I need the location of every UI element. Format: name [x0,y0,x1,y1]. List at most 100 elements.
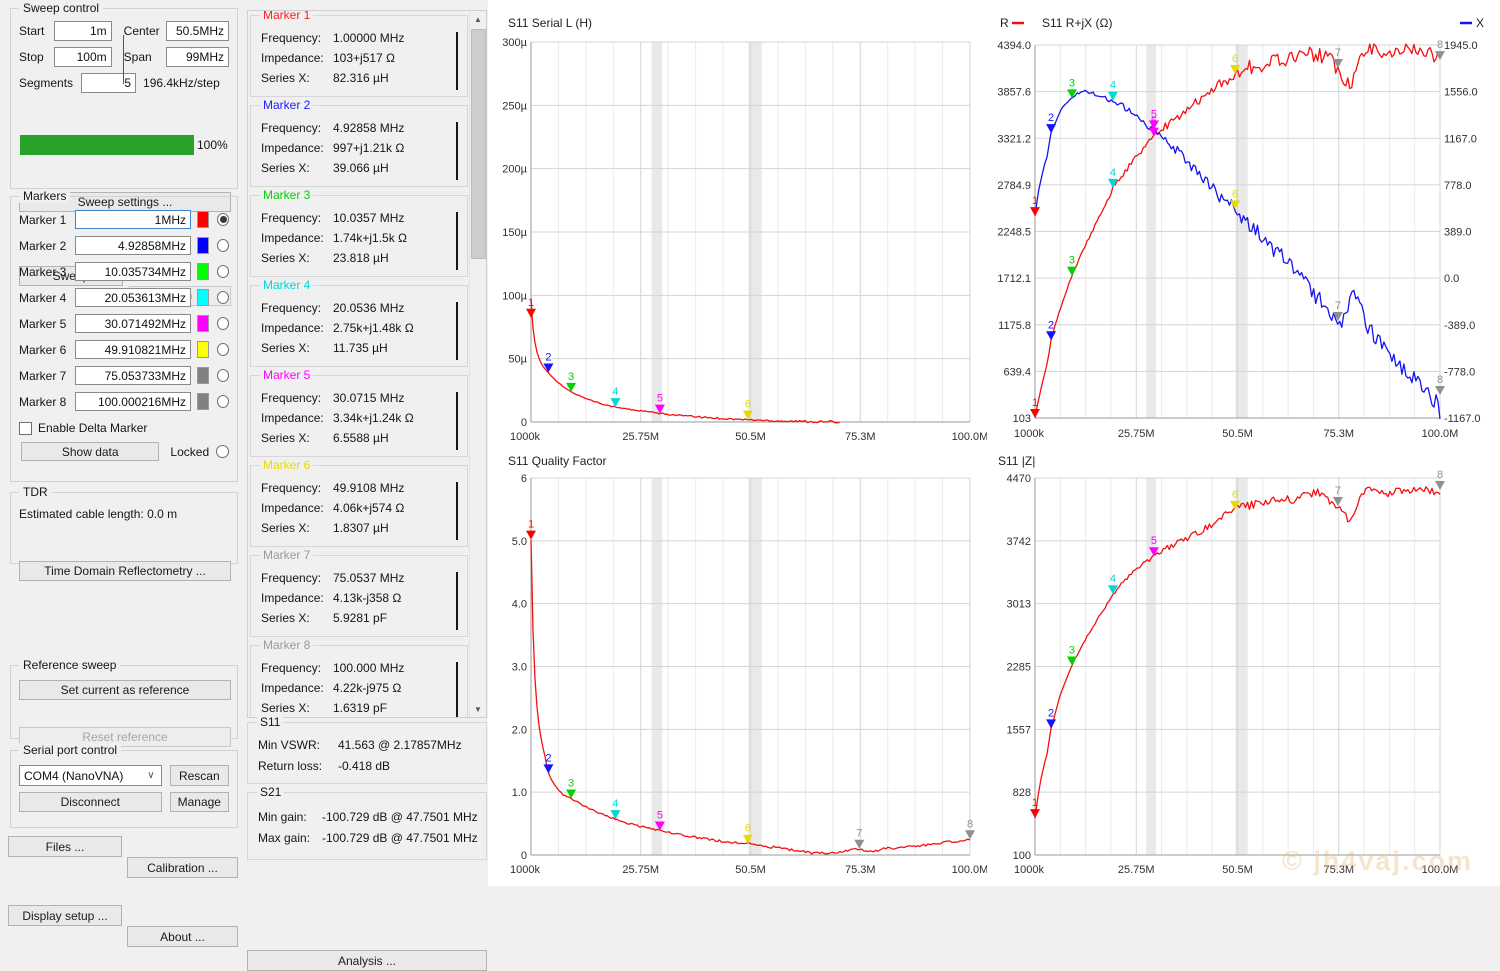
start-input[interactable] [53,21,112,41]
svg-text:3742: 3742 [1007,536,1031,548]
svg-text:6: 6 [1232,53,1238,65]
svg-text:1000k: 1000k [1014,864,1044,876]
center-input[interactable] [166,21,229,41]
marker-7-frequency-input[interactable] [75,366,191,385]
analysis-button[interactable]: Analysis ... [247,950,487,971]
svg-text:1712.1: 1712.1 [997,273,1031,285]
marker-6-series-x-value: 1.8307 µH [333,521,389,535]
marker-5-info-title: Marker 5 [260,368,314,382]
svg-text:1: 1 [1032,397,1038,409]
display-setup-button[interactable]: Display setup ... [8,905,122,926]
span-label: Span [123,50,152,64]
marker-2-info-title: Marker 2 [260,98,314,112]
svg-text:75.3M: 75.3M [1323,428,1354,440]
marker-2-select-radio[interactable] [217,239,229,252]
svg-text:100.0M: 100.0M [1422,864,1459,876]
marker-7-indicator-line [456,572,458,630]
svg-text:1167.0: 1167.0 [1444,133,1477,145]
marker-1-select-radio[interactable] [217,213,229,226]
stop-input[interactable] [53,47,112,67]
svg-text:1000k: 1000k [510,431,540,443]
svg-text:5: 5 [657,393,663,405]
marker-7-series-x-value: 5.9281 pF [333,611,388,625]
scroll-up-icon[interactable]: ▲ [470,11,486,27]
marker-6-info-box: Marker 6 Frequency: 49.9108 MHz Impedance… [250,458,468,547]
serial-port-select[interactable]: COM4 (NanoVNA) ∨ [19,765,162,786]
manage-button[interactable]: Manage [169,792,229,812]
marker-4-frequency-input[interactable] [75,288,191,307]
svg-text:2: 2 [1048,112,1054,124]
min-gain-label: Min gain: [258,810,307,824]
reference-sweep-group: Reference sweep Set current as reference… [10,658,238,747]
locked-radio[interactable] [216,445,229,458]
marker-3-frequency-input[interactable] [75,262,191,281]
marker-3-select-radio[interactable] [217,265,229,278]
marker-6-select-radio[interactable] [217,343,229,356]
svg-text:2: 2 [1048,707,1054,719]
max-gain-label: Max gain: [258,831,311,845]
tdr-title: TDR [19,485,52,499]
svg-text:1556.0: 1556.0 [1444,87,1478,99]
svg-text:2: 2 [545,752,551,764]
segments-input[interactable] [81,73,137,93]
about-button[interactable]: About ... [127,926,238,947]
marker-5-frequency-input[interactable] [75,314,191,333]
s11-info-title: S11 [257,715,284,729]
marker-2-frequency-input[interactable] [75,236,191,255]
svg-text:8: 8 [1437,374,1443,386]
svg-text:0.0: 0.0 [1444,273,1459,285]
marker-8-frequency-input[interactable] [75,392,191,411]
min-vswr-value: 41.563 @ 2.17857MHz [338,738,462,752]
svg-text:100.0M: 100.0M [952,431,987,443]
s21-info-title: S21 [257,785,285,799]
frequency-label: Frequency: [261,31,322,45]
files-button[interactable]: Files ... [8,836,122,857]
scrollbar-thumb[interactable] [471,29,486,259]
series-x-label: Series X: [261,701,310,715]
marker-8-color-swatch [197,393,209,410]
disconnect-button[interactable]: Disconnect [19,792,162,812]
calibration-button[interactable]: Calibration ... [127,857,238,878]
svg-text:4: 4 [1110,167,1116,179]
show-data-button[interactable]: Show data [21,442,160,461]
chart-s11-magnitude-z[interactable]: 4470 3742 3013 2285 1557 828 100 1000k 25.75M 50.… [990,450,1500,893]
scroll-down-icon[interactable]: ▼ [470,701,486,717]
svg-text:1000k: 1000k [1014,428,1044,440]
svg-text:1: 1 [1032,797,1038,809]
start-label: Start [19,24,45,38]
enable-delta-marker-checkbox[interactable] [19,421,32,435]
reset-reference-button[interactable]: Reset reference [19,727,231,747]
marker-4-select-radio[interactable] [217,291,229,304]
time-domain-reflectometry-button[interactable]: Time Domain Reflectometry ... [19,561,231,581]
marker-3-series-x-value: 23.818 µH [333,251,389,265]
chart-s11-quality-factor[interactable]: 6 5.0 4.0 3.0 2.0 1.0 0 1000k 25.75M 50.5M 75.3M 10… [495,450,987,893]
marker-6-indicator-line [456,482,458,540]
span-input[interactable] [166,47,229,67]
svg-text:2248.5: 2248.5 [997,227,1031,239]
svg-text:2784.9: 2784.9 [997,180,1031,192]
marker-2-label: Marker 2 [19,238,67,253]
marker-8-select-radio[interactable] [217,395,229,408]
set-current-as-reference-button[interactable]: Set current as reference [19,680,231,700]
marker-4-label: Marker 4 [19,290,67,305]
impedance-label: Impedance: [261,51,324,65]
marker-6-frequency-input[interactable] [75,340,191,359]
marker-6-frequency-value: 49.9108 MHz [333,481,405,495]
marker-5-select-radio[interactable] [217,317,229,330]
svg-text:50.5M: 50.5M [735,864,766,876]
svg-text:4: 4 [1110,80,1116,92]
marker-5-frequency-value: 30.0715 MHz [333,391,405,405]
marker-1-frequency-input[interactable] [75,210,191,229]
marker-3-info-title: Marker 3 [260,188,314,202]
marker-info-scrollbar[interactable]: ▲ ▼ [469,11,486,717]
svg-text:3: 3 [1069,644,1075,656]
marker-6-color-swatch [197,341,209,358]
marker-8-info-box: Marker 8 Frequency: 100.000 MHz Impedance… [250,638,468,717]
chart-s11-r-plus-jx[interactable]: 4394.0 3857.6 3321.2 2784.9 2248.5 1712.1 1175… [990,8,1500,448]
s21-info-box: S21 Min gain: -100.729 dB @ 47.7501 MHz M… [247,785,487,860]
marker-7-select-radio[interactable] [217,369,229,382]
chart-s11-serial-l[interactable]: 300µ 250µ 200µ 150µ 100µ 50µ 0 1000k 25.75M 50.5M… [495,8,987,448]
sweep-control-title: Sweep control [19,1,104,15]
svg-text:103: 103 [1013,413,1031,425]
rescan-button[interactable]: Rescan [169,765,229,786]
